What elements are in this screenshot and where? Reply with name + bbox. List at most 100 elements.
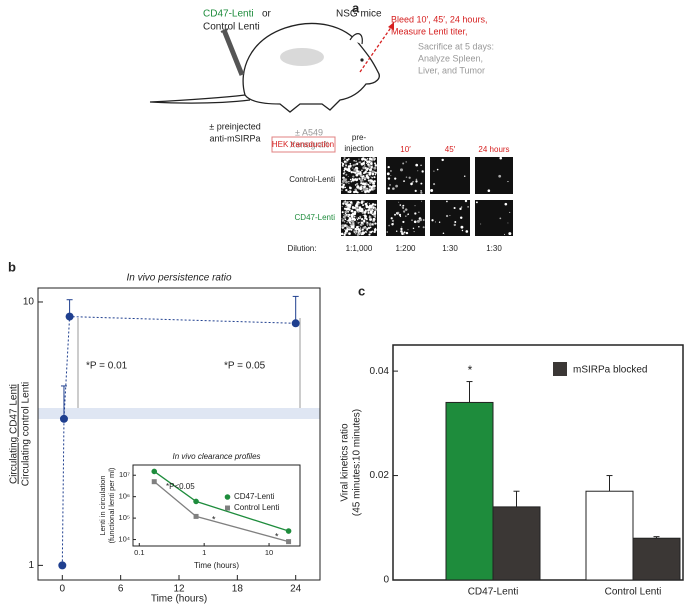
cell-speck	[415, 163, 419, 167]
legend-swatch	[553, 362, 567, 376]
micrograph	[430, 200, 470, 236]
cell-speck	[362, 200, 365, 203]
cell-speck	[412, 227, 415, 230]
data-point	[59, 414, 68, 423]
preinjected-text: ± preinjected	[209, 121, 260, 131]
cell-speck	[390, 170, 392, 172]
cell-speck	[374, 227, 377, 229]
cell-speck	[397, 211, 400, 214]
cell-speck	[387, 165, 390, 169]
cell-speck	[343, 160, 346, 163]
cell-speck	[355, 216, 357, 218]
series-line	[153, 470, 289, 532]
cell-speck	[362, 182, 364, 184]
cell-speck	[415, 178, 418, 181]
cell-speck	[367, 179, 371, 182]
cell-speck	[344, 228, 346, 231]
cell-speck	[372, 207, 374, 210]
cell-speck	[507, 181, 509, 183]
y-tick-label: 10	[23, 297, 35, 308]
cell-speck	[364, 178, 366, 181]
cell-speck	[345, 208, 347, 210]
cell-speck	[368, 231, 371, 233]
cell-speck	[349, 162, 352, 165]
cell-speck	[368, 233, 371, 236]
cell-speck	[467, 206, 469, 208]
cell-speck	[345, 163, 347, 165]
fit-line	[61, 316, 296, 566]
y-axis-label: Circulating CD47 Lenti	[9, 384, 20, 484]
cell-speck	[364, 210, 367, 213]
cell-speck	[499, 217, 502, 220]
x-tick-label: 12	[173, 584, 185, 595]
cell-speck	[368, 215, 372, 219]
cell-speck	[360, 201, 364, 204]
cell-speck	[348, 158, 350, 160]
cell-speck	[371, 172, 375, 176]
cell-speck	[373, 228, 375, 230]
cell-speck	[351, 178, 355, 182]
cell-speck	[341, 189, 343, 191]
cell-speck	[371, 213, 374, 216]
cell-speck	[412, 181, 414, 183]
cell-speck	[461, 206, 463, 208]
cell-speck	[459, 216, 463, 219]
cell-speck	[504, 202, 508, 206]
cell-speck	[363, 185, 366, 189]
cell-speck	[461, 229, 464, 232]
cell-speck	[363, 182, 367, 186]
shaded-band	[38, 408, 320, 419]
cell-speck	[354, 190, 358, 194]
xenograft-text: Xenograft	[289, 139, 329, 149]
cell-speck	[364, 164, 366, 166]
cell-speck	[346, 222, 348, 224]
cell-speck	[509, 211, 511, 213]
cell-speck	[354, 164, 356, 166]
cell-speck	[359, 215, 362, 218]
cell-speck	[361, 169, 363, 172]
column-label: 24 hours	[478, 145, 509, 154]
panel-label: c	[358, 283, 365, 298]
cell-speck	[453, 223, 456, 227]
cell-speck	[375, 229, 377, 231]
micrograph	[475, 200, 513, 236]
cell-speck	[369, 181, 372, 185]
cell-speck	[365, 227, 368, 230]
cell-speck	[355, 228, 358, 231]
cell-speck	[347, 219, 350, 222]
cell-speck	[358, 229, 361, 232]
cell-speck	[365, 168, 369, 171]
cell-speck	[363, 214, 367, 217]
x-tick-label: 18	[232, 584, 244, 595]
cell-speck	[352, 164, 355, 167]
bar	[445, 401, 494, 581]
cell-speck	[366, 202, 368, 204]
cell-speck	[365, 174, 368, 177]
cell-speck	[344, 230, 348, 233]
cell-speck	[407, 229, 409, 231]
cell-speck	[405, 215, 407, 217]
dilution: 1:200	[395, 244, 416, 253]
cell-speck	[361, 190, 363, 193]
cell-speck	[351, 206, 354, 208]
cell-speck	[357, 222, 359, 224]
y-tick-label: 1	[28, 560, 34, 571]
cell-speck	[367, 221, 369, 224]
cell-speck	[354, 167, 357, 169]
cell-speck	[350, 215, 354, 218]
sacrifice-text: Liver, and Tumor	[418, 65, 485, 75]
cell-speck	[422, 226, 425, 229]
cell-speck	[420, 200, 422, 202]
cell-speck	[348, 221, 351, 224]
x-tick-label: Control Lenti	[605, 587, 662, 598]
cell-speck	[363, 207, 365, 209]
cell-speck	[343, 167, 346, 170]
cell-speck	[419, 218, 423, 222]
cell-speck	[465, 230, 469, 233]
cell-speck	[357, 217, 360, 220]
cell-speck	[364, 217, 367, 220]
cell-speck	[442, 232, 445, 235]
cell-speck	[343, 169, 346, 172]
cell-speck	[359, 226, 362, 228]
cell-speck	[372, 170, 374, 172]
